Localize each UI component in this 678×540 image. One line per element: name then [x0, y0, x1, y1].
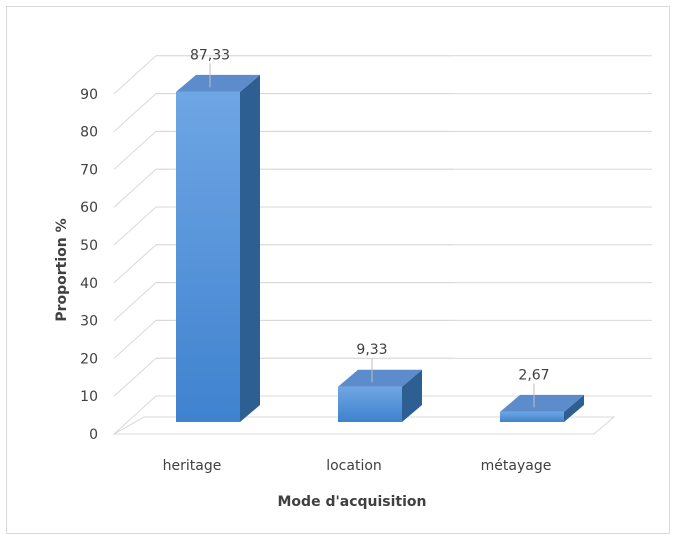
data-labels: 87,33 9,33 2,67 [190, 47, 550, 408]
bar-top-face [338, 369, 422, 387]
x-axis-categories: heritage location métayage [163, 458, 552, 474]
bar-front-face [338, 386, 402, 422]
y-tick-label: 20 [80, 351, 98, 367]
bar-front-face [500, 411, 564, 422]
x-category-label: métayage [481, 458, 552, 474]
bar-side-face [240, 74, 260, 422]
y-tick-label: 60 [80, 200, 98, 216]
bars [176, 74, 584, 422]
gridline [113, 55, 454, 95]
gridline [113, 244, 454, 284]
bar-top-face [176, 74, 260, 92]
gridline [113, 206, 454, 246]
y-tick-label: 40 [80, 276, 98, 292]
bar-heritage [176, 74, 260, 422]
bar-métayage [500, 394, 584, 422]
bar-side-face [564, 394, 584, 422]
y-axis-title: Proportion % [54, 218, 70, 321]
floor-plane [112, 416, 616, 435]
gridline [113, 93, 454, 132]
gridline [113, 130, 454, 170]
bar-side-face [402, 369, 422, 422]
y-tick-label: 90 [80, 87, 98, 103]
data-label: 87,33 [190, 47, 230, 63]
data-label: 9,33 [356, 342, 387, 358]
gridline [113, 319, 454, 359]
x-category-label: location [326, 458, 382, 474]
x-axis-title: Mode d'acquisition [278, 494, 427, 510]
bar-front-face [176, 91, 240, 422]
bar-location [338, 369, 422, 422]
gridline [113, 168, 454, 208]
x-category-label: heritage [163, 458, 222, 474]
y-axis-ticks: 0 10 20 30 40 50 60 70 80 90 [80, 87, 98, 443]
y-tick-label: 80 [80, 125, 98, 141]
data-label: 2,67 [518, 367, 549, 383]
y-tick-label: 10 [80, 389, 98, 405]
y-tick-label: 50 [80, 238, 98, 254]
y-tick-label: 30 [80, 314, 98, 330]
y-tick-label: 70 [80, 162, 98, 178]
bar-top-face [500, 394, 584, 412]
y-tick-label: 0 [89, 427, 98, 443]
gridline [113, 282, 454, 321]
